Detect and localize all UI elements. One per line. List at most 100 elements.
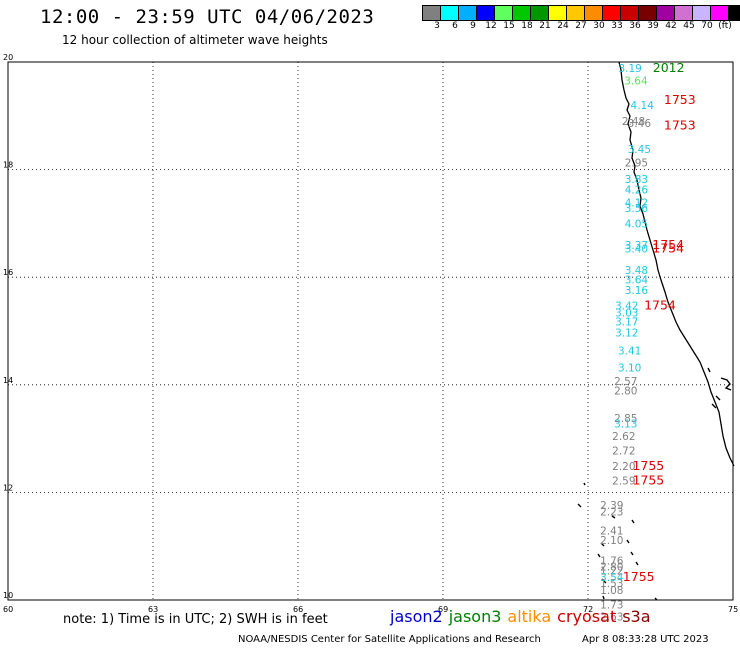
pass-time-label: 1753	[664, 117, 696, 132]
swh-value-label: 1.22	[600, 566, 623, 578]
swh-value-label: 3.41	[618, 346, 641, 358]
color-scale-tick: 15	[503, 21, 515, 31]
swh-value-label: 4.26	[625, 184, 649, 196]
swh-value-label: 3.83	[625, 174, 648, 186]
color-scale-tick: 21	[539, 21, 551, 31]
legend-altika: altika	[507, 607, 552, 626]
swh-value-label: 3.03	[615, 307, 638, 319]
pass-time-label: 1755	[632, 472, 664, 487]
pass-time-label: 1755	[632, 458, 664, 473]
swh-value-label: 1.76	[600, 555, 624, 567]
color-swatch-3	[477, 6, 495, 20]
swh-value-label: 2.80	[600, 561, 623, 573]
y-tick-label: 12	[3, 483, 13, 492]
color-scale-tick: 70	[701, 21, 713, 31]
color-swatch-10	[603, 6, 621, 20]
legend-cryosat: cryosat	[557, 607, 617, 626]
swh-value-label: 4.12	[625, 198, 648, 210]
swh-value-label: 2.10	[600, 535, 623, 547]
color-swatch-2	[459, 6, 477, 20]
legend-jason3: jason3	[448, 607, 502, 626]
swh-value-label: 3.13	[614, 418, 637, 430]
color-scale-tick: (ft)	[718, 21, 732, 31]
color-swatch-5	[513, 6, 531, 20]
color-swatch-13	[657, 6, 675, 20]
axis-labels: 10 12 14 16 18 20 60 63 66 69 72 75	[3, 53, 738, 614]
color-swatch-6	[531, 6, 549, 20]
y-tick-label: 10	[3, 591, 13, 600]
color-scale-tick: 6	[452, 21, 458, 31]
color-scale-tick: 39	[647, 21, 659, 31]
swh-value-label: 2.48	[622, 116, 645, 128]
color-scale-bar	[422, 5, 740, 21]
swh-value-label: 3.37	[625, 240, 648, 252]
y-tick-label: 14	[3, 376, 13, 385]
swh-value-label: 1.73	[600, 600, 623, 612]
swh-value-label: 3.16	[625, 285, 649, 297]
color-swatch-12	[639, 6, 657, 20]
swh-value-label: 3.64	[625, 275, 649, 287]
swh-value-label: 2.63	[600, 611, 623, 623]
pass-time-label: 1753	[664, 92, 696, 107]
swh-value-label: 3.48	[625, 265, 648, 277]
y-tick-label: 16	[3, 268, 13, 277]
x-tick-label: 63	[148, 605, 158, 614]
color-scale-tick: 18	[521, 21, 533, 31]
swh-value-label: 1.08	[600, 585, 623, 597]
swh-value-label: 2.59	[612, 475, 635, 487]
swh-value-label: 2.57	[614, 376, 637, 388]
color-scale-tick: 33	[611, 21, 623, 31]
swh-value-label: 3.46	[628, 118, 652, 130]
color-swatch-15	[693, 6, 711, 20]
x-tick-label: 69	[438, 605, 448, 614]
swh-value-label: 3.54	[600, 572, 624, 584]
swh-value-label: 4.14	[631, 100, 655, 112]
color-swatch-7	[549, 6, 567, 20]
x-tick-label: 60	[3, 605, 13, 614]
swh-value-label: 3.12	[615, 327, 638, 339]
swh-value-label: 1.53	[600, 578, 623, 590]
color-swatch-11	[621, 6, 639, 20]
color-scale-tick: 3	[434, 21, 440, 31]
legend-jason2: jason2	[390, 607, 443, 626]
swh-value-label: 2.80	[614, 385, 637, 397]
credit-line: NOAA/NESDIS Center for Satellite Applica…	[238, 634, 541, 645]
swh-value-label: 2.72	[612, 446, 635, 458]
swh-value-label: 2.41	[600, 525, 623, 537]
color-scale-tick: 45	[683, 21, 695, 31]
swh-value-label: 3.19	[618, 63, 641, 75]
generated-timestamp: Apr 8 08:33:28 UTC 2023	[582, 634, 709, 645]
swh-measurements: 3.193.644.142.483.463.452.953.834.264.12…	[600, 63, 654, 623]
swh-value-label: 2.62	[612, 431, 635, 443]
pass-time-label: 1754	[652, 240, 684, 255]
color-scale-tick: 42	[665, 21, 677, 31]
color-scale-tick: 30	[593, 21, 605, 31]
swh-value-label: 3.64	[624, 76, 648, 88]
y-tick-label: 18	[3, 161, 13, 170]
color-scale-tick: 12	[485, 21, 497, 31]
color-swatch-14	[675, 6, 693, 20]
swh-value-label: 3.42	[615, 300, 638, 312]
color-swatch-9	[585, 6, 603, 20]
units-note: note: 1) Time is in UTC; 2) SWH is in fe…	[63, 612, 328, 627]
color-scale-tick: 24	[557, 21, 569, 31]
swh-value-label: 2.95	[625, 157, 648, 169]
offshore-islets	[577, 482, 658, 601]
color-swatch-8	[567, 6, 585, 20]
x-tick-label: 75	[728, 605, 738, 614]
swh-value-label: 3.40	[625, 243, 648, 255]
map-title: 12:00 - 23:59 UTC 04/06/2023	[40, 6, 375, 28]
swh-value-label: 4.05	[625, 219, 648, 231]
swh-value-label: 2.23	[600, 507, 623, 519]
pass-time-label: 1754	[644, 297, 676, 312]
coastline	[618, 61, 735, 467]
swh-value-label: 3.56	[625, 203, 649, 215]
color-swatch-17	[729, 6, 740, 20]
swh-value-label: 3.10	[618, 362, 641, 374]
legend-s3a: s3a	[622, 607, 651, 626]
color-scale-tick: 36	[629, 21, 641, 31]
x-tick-label: 66	[293, 605, 303, 614]
color-swatch-16	[711, 6, 729, 20]
